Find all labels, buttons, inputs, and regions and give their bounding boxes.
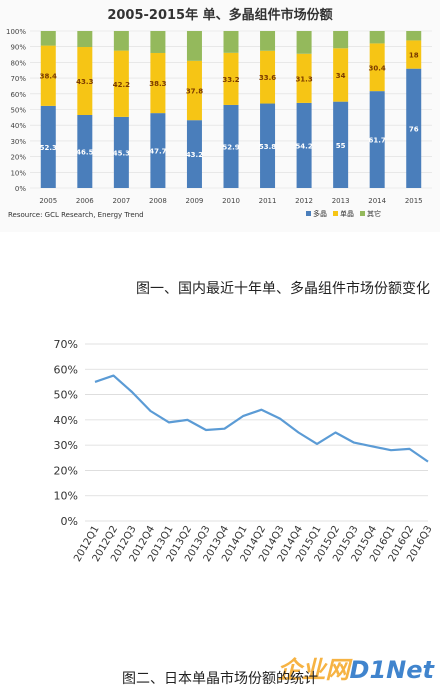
bar-segment: [223, 52, 239, 105]
x-tick-label: 2006: [76, 197, 94, 205]
x-tick-label: 2009: [186, 197, 204, 205]
data-label: 31.3: [295, 75, 312, 83]
line-chart: 0%10%20%30%40%50%60%70% 2012Q12012Q22012…: [54, 338, 435, 564]
data-label: 47.7: [149, 148, 166, 156]
bar-segment: [369, 91, 385, 188]
y-tick-label: 30%: [10, 138, 26, 146]
y-tick-label: 10%: [10, 169, 26, 177]
data-label: 76: [409, 125, 419, 133]
bar-segment: [40, 31, 56, 46]
data-label: 37.8: [186, 88, 203, 96]
data-label: 38.4: [40, 73, 57, 81]
y-tick-label: 60%: [54, 363, 78, 376]
bar-segment: [77, 47, 93, 115]
x-tick-label: 2014: [368, 197, 386, 205]
bar-segment: [296, 31, 312, 54]
data-label: 43.2: [186, 151, 203, 159]
bar-segment: [186, 60, 202, 121]
bar-segment: [296, 102, 312, 188]
y-tick-label: 50%: [10, 107, 26, 115]
bar-segment: [260, 50, 276, 104]
data-label: 45.3: [113, 149, 130, 157]
x-tick-label: 2005: [39, 197, 57, 205]
chart-source: Resource: GCL Research, Energy Trend: [8, 211, 144, 219]
series-line: [94, 374, 429, 463]
data-label: 33.6: [259, 74, 276, 82]
y-tick-label: 70%: [10, 75, 26, 83]
y-tick-label: 50%: [54, 389, 78, 402]
legend-label: 多晶: [313, 209, 327, 218]
bar-segment: [406, 68, 422, 188]
y-tick-label: 70%: [54, 338, 78, 351]
x-tick-label: 2013: [332, 197, 350, 205]
bar-segment: [333, 101, 349, 188]
x-tick-label: 2010: [222, 197, 240, 205]
figure2-caption: 图二、日本单晶市场份额的统计: [122, 671, 318, 687]
data-label: 52.3: [40, 144, 57, 152]
bar-segment: [77, 114, 93, 188]
data-label: 34: [336, 72, 346, 80]
y-tick-label: 80%: [10, 59, 26, 67]
y-tick-label: 40%: [10, 122, 26, 130]
data-label: 55: [336, 142, 346, 150]
data-label: 42.2: [113, 81, 130, 89]
bar-segment: [260, 31, 276, 51]
legend-label: 其它: [367, 209, 381, 218]
data-label: 46.5: [76, 148, 93, 156]
bar-segment: [150, 113, 166, 188]
x-tick-label: 2015: [405, 197, 423, 205]
x-tick-label: 2012: [295, 197, 313, 205]
bar-segment: [223, 31, 239, 53]
y-tick-label: 30%: [54, 439, 78, 452]
y-tick-label: 20%: [10, 154, 26, 162]
legend-label: 单晶: [340, 209, 354, 218]
watermark-logo: 企业网D1Net: [277, 656, 434, 684]
data-label: 52.9: [222, 143, 239, 151]
y-tick-label: 20%: [54, 464, 78, 477]
x-tick-label: 2008: [149, 197, 167, 205]
y-tick-label: 40%: [54, 414, 78, 427]
data-label: 53.8: [259, 143, 276, 151]
legend-swatch: [333, 211, 338, 216]
bar-segment: [369, 31, 385, 44]
data-label: 18: [409, 52, 419, 60]
bar-segment: [40, 45, 56, 106]
bar-segment: [333, 31, 349, 49]
data-label: 33.2: [222, 76, 239, 84]
bar-segment: [406, 40, 422, 69]
bar-segment: [150, 52, 166, 114]
data-label: 30.4: [369, 64, 386, 72]
bar-segment: [186, 120, 202, 188]
figure1-caption: 图一、国内最近十年单、多晶组件市场份额变化: [136, 281, 430, 297]
y-tick-label: 100%: [6, 28, 26, 36]
y-tick-label: 0%: [61, 515, 78, 528]
legend-swatch: [360, 211, 365, 216]
x-tick-label: 2007: [112, 197, 130, 205]
y-tick-label: 60%: [10, 91, 26, 99]
bar-segment: [150, 31, 166, 53]
bar-segment: [113, 116, 129, 188]
y-tick-label: 90%: [10, 44, 26, 52]
bar-segment: [186, 31, 202, 61]
bar-segment: [369, 43, 385, 92]
bar-segment: [296, 53, 312, 103]
y-tick-label: 10%: [54, 490, 78, 503]
chart-title: 2005-2015年 单、多晶组件市场份额: [107, 7, 332, 23]
y-tick-label: 0%: [15, 185, 26, 193]
data-label: 54.2: [295, 142, 312, 150]
bar-segment: [333, 48, 349, 102]
data-label: 38.3: [149, 80, 166, 88]
bar-segment: [40, 105, 56, 188]
bar-segment: [260, 103, 276, 188]
bar-segment: [113, 31, 129, 51]
x-tick-label: 2011: [259, 197, 277, 205]
stacked-bar-chart: 2005-2015年 单、多晶组件市场份额 0% 10% 20% 30% 40% 50% 6…: [0, 0, 440, 232]
bar-segment: [113, 50, 129, 117]
data-label: 43.3: [76, 78, 93, 86]
bar-segment: [77, 31, 93, 48]
bar-segment: [223, 104, 239, 188]
legend-swatch: [306, 211, 311, 216]
bar-segment: [406, 31, 422, 41]
data-label: 61.7: [369, 137, 386, 145]
